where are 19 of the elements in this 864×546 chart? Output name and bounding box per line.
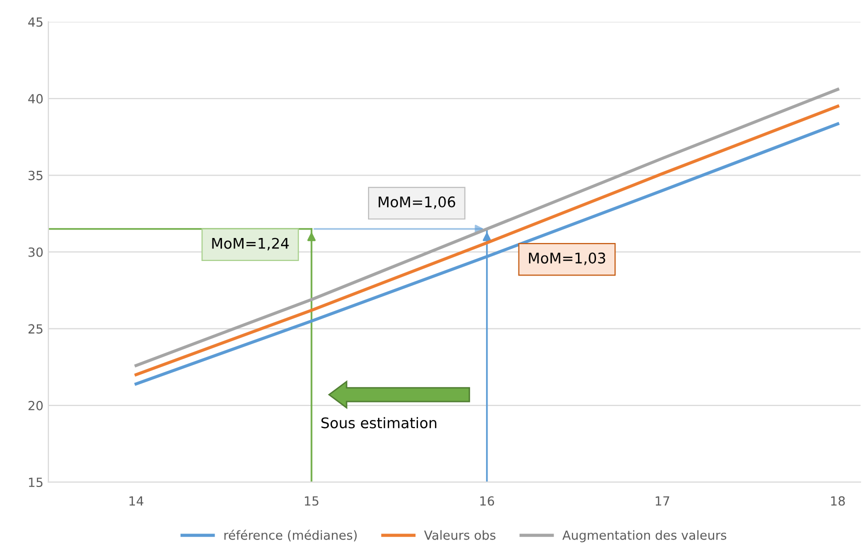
- x-tick-label: 18: [831, 496, 845, 506]
- x-tick-label: 16: [480, 496, 494, 506]
- y-tick-label: 35: [28, 170, 42, 180]
- x-tick-label: 14: [130, 496, 144, 506]
- annotation: MoM=1,24: [212, 238, 289, 250]
- legend-label: Augmentation des valeurs: [562, 530, 726, 542]
- annotation: MoM=1,06: [378, 196, 456, 209]
- x-tick-label: 15: [304, 496, 318, 506]
- y-tick-label: 20: [28, 400, 43, 410]
- annotation: Sous estimation: [321, 417, 436, 428]
- legend-label: référence (médianes): [224, 530, 357, 542]
- y-tick-label: 40: [28, 94, 43, 104]
- y-tick-label: 45: [28, 17, 42, 27]
- x-tick-label: 17: [656, 496, 670, 506]
- legend-label: Valeurs obs: [424, 530, 496, 540]
- y-tick-label: 15: [28, 478, 42, 488]
- y-tick-label: 25: [28, 324, 42, 334]
- y-tick-label: 30: [28, 247, 43, 257]
- annotation: MoM=1,03: [528, 252, 606, 266]
